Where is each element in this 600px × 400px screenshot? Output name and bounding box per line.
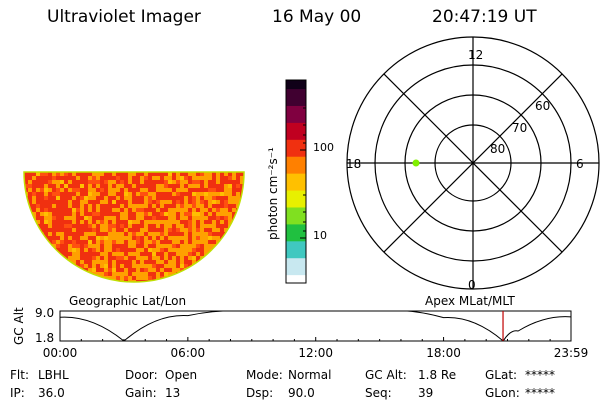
spacecraft-marker <box>412 159 420 167</box>
info-label-glat: GLat: <box>485 368 518 382</box>
info-label-gcalt: GC Alt: <box>365 368 407 382</box>
alt-ylabel: GC Alt <box>12 307 26 345</box>
mlt-label-6: 6 <box>576 157 584 171</box>
info-value-door: Open <box>165 368 198 382</box>
lat-label-60: 60 <box>535 99 550 113</box>
colorbar-frame <box>285 79 307 284</box>
lat-label-70: 70 <box>512 121 527 135</box>
info-value-glat: ***** <box>525 368 555 382</box>
alt-ytick-9: 9.0 <box>35 306 54 320</box>
info-value-mode: Normal <box>288 368 332 382</box>
info-label-seq: Seq: <box>365 386 392 400</box>
alt-ytick-1-8: 1.8 <box>35 331 54 345</box>
info-value-seq: 39 <box>418 386 434 400</box>
info-value-glon: ***** <box>525 386 555 400</box>
mlt-label-12: 12 <box>468 48 483 62</box>
colorbar-tick-100: 100 <box>313 141 334 154</box>
info-label-ip: IP: <box>10 386 25 400</box>
info-label-door: Door: <box>125 368 158 382</box>
info-label-gain: Gain: <box>125 386 157 400</box>
alt-xtick-4: 23:59 <box>554 346 589 360</box>
colorbar-gradient <box>286 80 306 284</box>
info-label-flt: Flt: <box>10 368 29 382</box>
info-value-gcalt: 1.8 Re <box>418 368 457 382</box>
mlt-label-0: 0 <box>468 278 476 292</box>
mlt-diag-2 <box>383 73 563 253</box>
lat-label-80: 80 <box>490 142 505 156</box>
geographic-label: Geographic Lat/Lon <box>69 294 187 308</box>
info-label-mode: Mode: <box>246 368 283 382</box>
colorbar-tick-10: 10 <box>313 229 327 242</box>
info-label-glon: GLon: <box>485 386 520 400</box>
alt-xtick-3: 18:00 <box>426 346 461 360</box>
mlt-label-18: 18 <box>346 157 361 171</box>
colorbar-label: photon cm⁻²s⁻¹ <box>266 147 280 240</box>
info-value-ip: 36.0 <box>38 386 65 400</box>
alt-series-line <box>60 311 571 341</box>
time-label: 20:47:19 UT <box>432 7 537 27</box>
alt-xtick-0: 00:00 <box>43 346 78 360</box>
apex-label: Apex MLat/MLT <box>425 294 515 308</box>
info-label-dsp: Dsp: <box>246 386 274 400</box>
info-value-dsp: 90.0 <box>288 386 315 400</box>
info-value-gain: 13 <box>165 386 181 400</box>
info-value-flt: LBHL <box>38 368 69 382</box>
image-outline <box>23 171 245 283</box>
alt-frame <box>59 310 572 342</box>
alt-xtick-2: 12:00 <box>298 346 333 360</box>
instrument-title: Ultraviolet Imager <box>47 7 201 27</box>
alt-xtick-1: 06:00 <box>171 346 206 360</box>
date-label: 16 May 00 <box>272 7 362 27</box>
